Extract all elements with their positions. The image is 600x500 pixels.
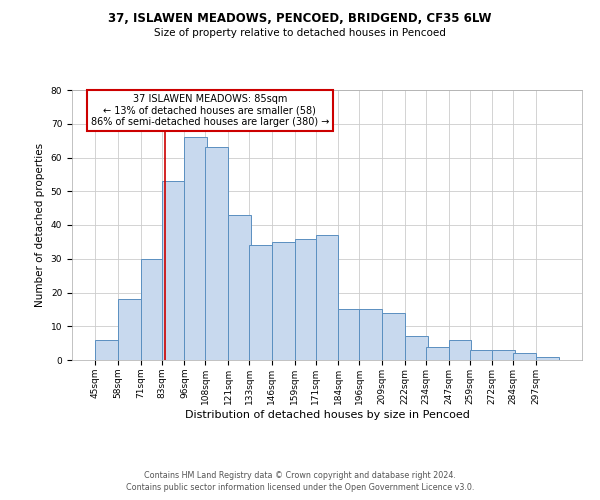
- Bar: [449, 340, 472, 360]
- Bar: [382, 313, 405, 360]
- Text: 37 ISLAWEN MEADOWS: 85sqm
← 13% of detached houses are smaller (58)
86% of semi-: 37 ISLAWEN MEADOWS: 85sqm ← 13% of detac…: [91, 94, 329, 127]
- Text: Contains public sector information licensed under the Open Government Licence v3: Contains public sector information licen…: [126, 484, 474, 492]
- Bar: [228, 215, 251, 360]
- Bar: [118, 299, 140, 360]
- Bar: [184, 137, 207, 360]
- Bar: [493, 350, 515, 360]
- Bar: [161, 181, 184, 360]
- Text: Size of property relative to detached houses in Pencoed: Size of property relative to detached ho…: [154, 28, 446, 38]
- X-axis label: Distribution of detached houses by size in Pencoed: Distribution of detached houses by size …: [185, 410, 469, 420]
- Text: 37, ISLAWEN MEADOWS, PENCOED, BRIDGEND, CF35 6LW: 37, ISLAWEN MEADOWS, PENCOED, BRIDGEND, …: [108, 12, 492, 26]
- Bar: [295, 238, 317, 360]
- Bar: [205, 148, 228, 360]
- Bar: [249, 245, 272, 360]
- Bar: [426, 346, 449, 360]
- Bar: [140, 259, 163, 360]
- Text: Contains HM Land Registry data © Crown copyright and database right 2024.: Contains HM Land Registry data © Crown c…: [144, 471, 456, 480]
- Bar: [316, 235, 338, 360]
- Y-axis label: Number of detached properties: Number of detached properties: [35, 143, 45, 307]
- Bar: [514, 353, 536, 360]
- Bar: [405, 336, 428, 360]
- Bar: [359, 310, 382, 360]
- Bar: [470, 350, 493, 360]
- Bar: [272, 242, 295, 360]
- Bar: [95, 340, 118, 360]
- Bar: [338, 310, 361, 360]
- Bar: [536, 356, 559, 360]
